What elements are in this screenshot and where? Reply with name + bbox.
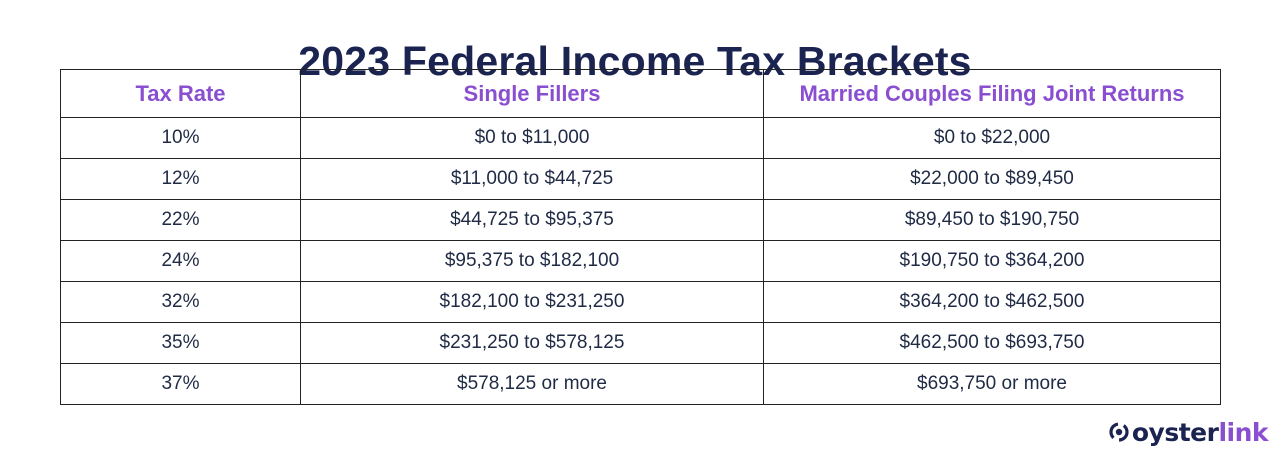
- cell-single-range: $0 to $11,000: [300, 117, 764, 159]
- cell-single-range: $95,375 to $182,100: [300, 240, 764, 282]
- cell-married-range: $364,200 to $462,500: [763, 281, 1221, 323]
- cell-tax-rate: 24%: [60, 240, 301, 282]
- table-row: 35% $231,250 to $578,125 $462,500 to $69…: [60, 322, 1221, 364]
- cell-married-range: $462,500 to $693,750: [763, 322, 1221, 364]
- logo-text-link: link: [1218, 417, 1268, 447]
- header-married-joint: Married Couples Filing Joint Returns: [763, 69, 1221, 118]
- cell-married-range: $0 to $22,000: [763, 117, 1221, 159]
- cell-tax-rate: 22%: [60, 199, 301, 241]
- oysterlink-logo-icon: [1109, 422, 1129, 442]
- cell-tax-rate: 37%: [60, 363, 301, 405]
- cell-single-range: $182,100 to $231,250: [300, 281, 764, 323]
- table-row: 22% $44,725 to $95,375 $89,450 to $190,7…: [60, 199, 1221, 241]
- logo-text-oyster: oyster: [1131, 417, 1219, 447]
- cell-single-range: $231,250 to $578,125: [300, 322, 764, 364]
- cell-tax-rate: 10%: [60, 117, 301, 159]
- cell-single-range: $44,725 to $95,375: [300, 199, 764, 241]
- header-tax-rate: Tax Rate: [60, 69, 301, 118]
- table-header-row: Tax Rate Single Fillers Married Couples …: [60, 69, 1221, 118]
- tax-brackets-table: Tax Rate Single Fillers Married Couples …: [60, 69, 1221, 405]
- cell-single-range: $578,125 or more: [300, 363, 764, 405]
- cell-married-range: $693,750 or more: [763, 363, 1221, 405]
- logo-wordmark: oysterlink: [1131, 417, 1269, 447]
- table-row: 32% $182,100 to $231,250 $364,200 to $46…: [60, 281, 1221, 323]
- cell-married-range: $22,000 to $89,450: [763, 158, 1221, 200]
- table-row: 12% $11,000 to $44,725 $22,000 to $89,45…: [60, 158, 1221, 200]
- table-row: 37% $578,125 or more $693,750 or more: [60, 363, 1221, 405]
- header-single-fillers: Single Fillers: [300, 69, 764, 118]
- cell-married-range: $89,450 to $190,750: [763, 199, 1221, 241]
- cell-married-range: $190,750 to $364,200: [763, 240, 1221, 282]
- table-row: 24% $95,375 to $182,100 $190,750 to $364…: [60, 240, 1221, 282]
- cell-tax-rate: 12%: [60, 158, 301, 200]
- oysterlink-logo[interactable]: oysterlink: [1108, 415, 1268, 449]
- cell-tax-rate: 35%: [60, 322, 301, 364]
- table-row: 10% $0 to $11,000 $0 to $22,000: [60, 117, 1221, 159]
- cell-tax-rate: 32%: [60, 281, 301, 323]
- cell-single-range: $11,000 to $44,725: [300, 158, 764, 200]
